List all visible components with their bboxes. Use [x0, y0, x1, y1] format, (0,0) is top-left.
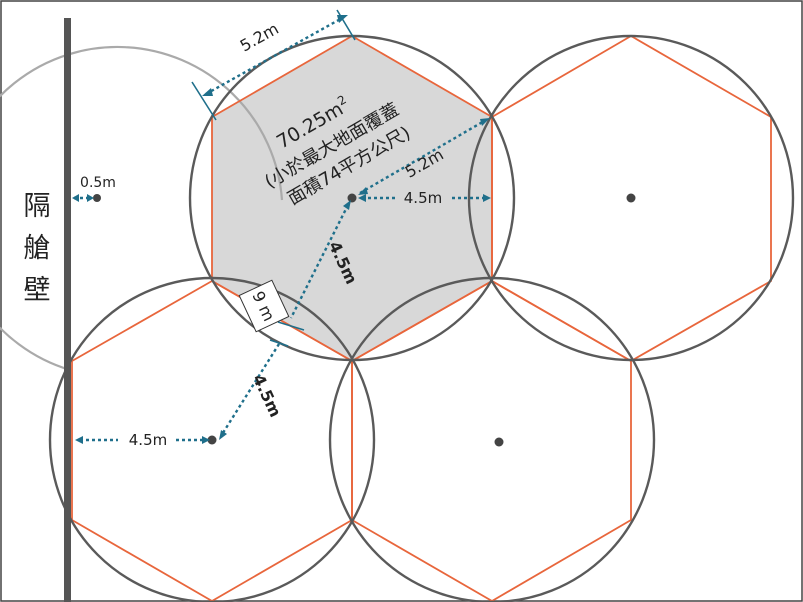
coverage-circle-top-right: [467, 34, 795, 362]
partial-coverage-circle: [0, 45, 284, 372]
center-to-edge-right-label: 4.5m: [404, 189, 442, 207]
coverage-circle-bottom-left: [48, 276, 376, 602]
wall-label-char-3: 壁: [24, 275, 51, 306]
coverage-circle-bottom-right: [328, 276, 656, 602]
center-to-edge-right-dimension: 4.5m: [358, 189, 491, 207]
bulkhead-wall: [64, 18, 71, 602]
sprinkler-point-top-right: [626, 193, 636, 203]
sprinkler-points: [93, 193, 636, 447]
sprinkler-point-bottom-left: [207, 435, 217, 445]
center-to-edge-left-dimension: 4.5m: [75, 431, 210, 449]
center-to-edge-left-label: 4.5m: [129, 431, 167, 449]
wall-label-char-1: 隔: [24, 191, 51, 222]
wall-label-char-2: 艙: [24, 233, 51, 264]
wall-offset-dimension: 0.5m: [72, 175, 116, 202]
hex-side-top-label: 5.2m: [237, 19, 282, 56]
wall-offset-label: 0.5m: [80, 175, 116, 191]
diag-lower-label: 4.5m: [249, 371, 285, 420]
sprinkler-point-wall: [93, 194, 101, 202]
sprinkler-point-bottom-right: [494, 437, 504, 447]
wall-label: 隔 艙 壁: [24, 191, 51, 306]
sprinkler-point-top-left: [347, 193, 357, 203]
